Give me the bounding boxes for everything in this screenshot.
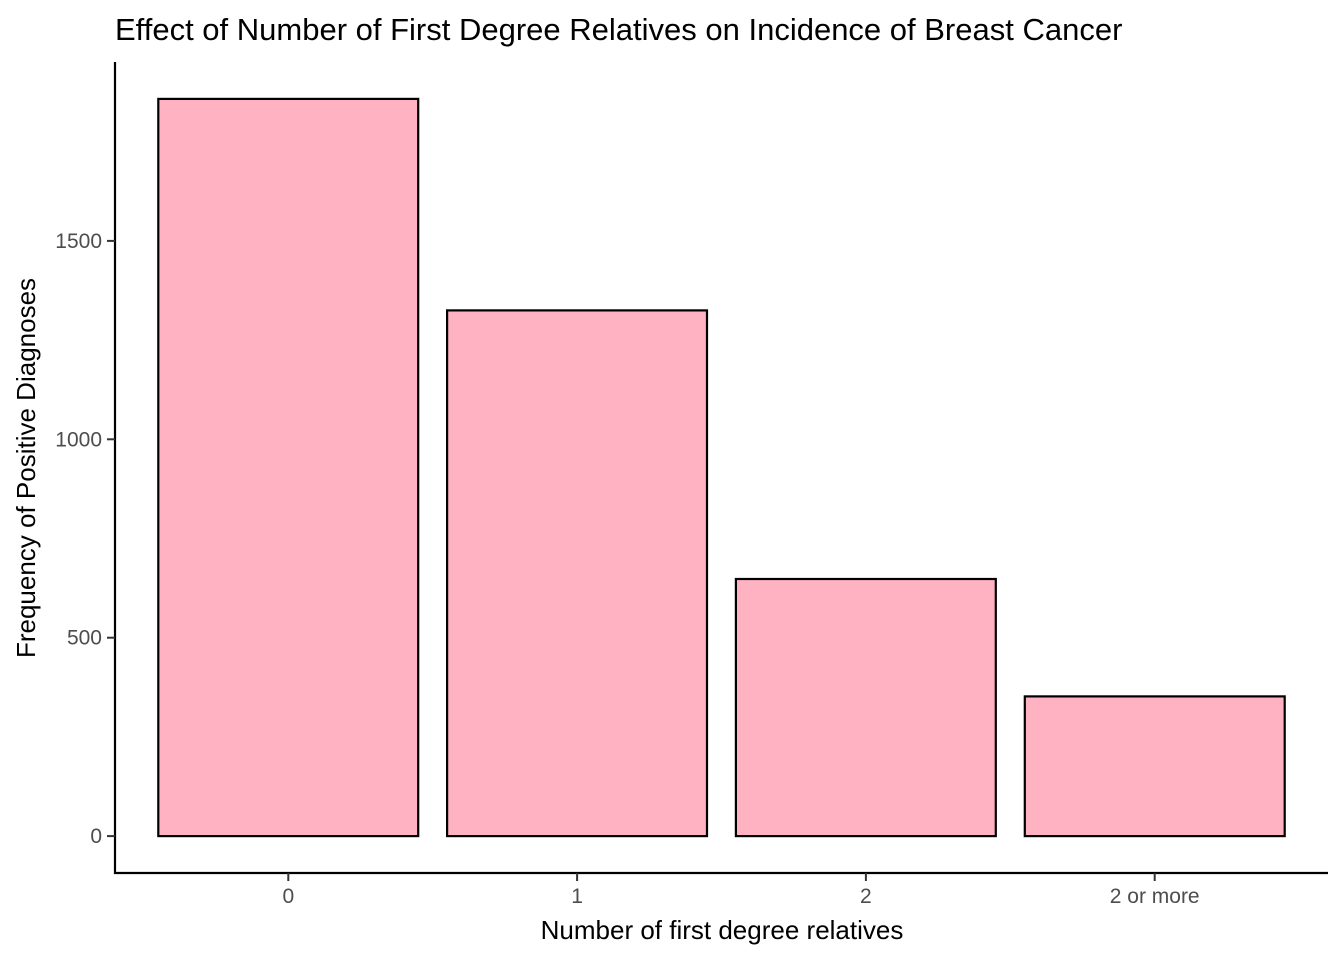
bar-3 <box>1023 695 1286 838</box>
x-tick-label-1: 1 <box>571 885 583 908</box>
y-tick-label-2: 1000 <box>55 428 102 451</box>
y-tick-label-3: 1500 <box>55 230 102 253</box>
y-axis-title: Frequency of Positive Diagnoses <box>11 278 41 658</box>
x-tick-label-0: 0 <box>282 885 294 908</box>
bar-0 <box>157 97 420 838</box>
x-ticks-group: 0 1 2 2 or more <box>282 873 1200 908</box>
bar-1 <box>446 309 709 838</box>
x-axis-title: Number of first degree relatives <box>541 915 904 945</box>
y-ticks-group: 0 500 1000 1500 <box>55 230 115 848</box>
chart-title: Effect of Number of First Degree Relativ… <box>115 12 1122 47</box>
bars-group <box>157 97 1286 838</box>
y-tick-label-0: 0 <box>90 825 102 848</box>
x-tick-label-2: 2 <box>860 885 872 908</box>
y-tick-label-1: 500 <box>67 627 102 650</box>
x-tick-label-3: 2 or more <box>1110 885 1200 908</box>
bar-2 <box>734 577 997 838</box>
